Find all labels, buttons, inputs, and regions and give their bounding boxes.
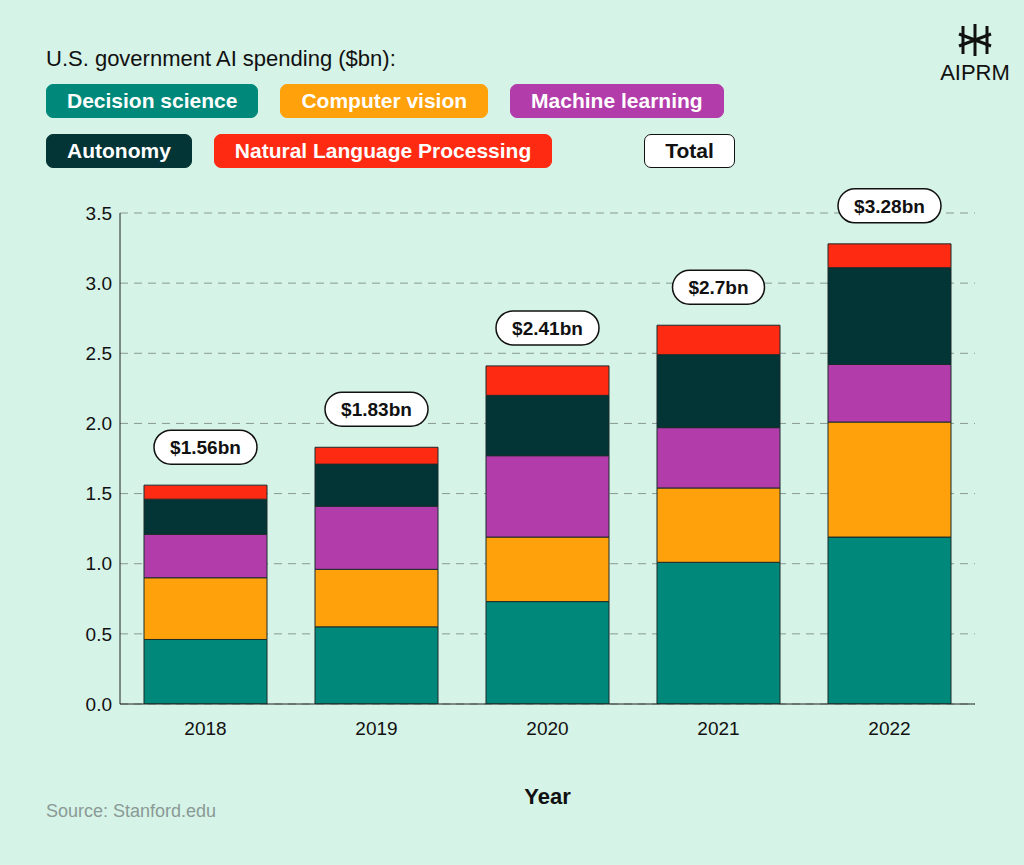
svg-text:$3.28bn: $3.28bn bbox=[854, 196, 925, 217]
svg-text:1.5: 1.5 bbox=[86, 483, 112, 504]
svg-text:3.0: 3.0 bbox=[86, 273, 112, 294]
svg-text:2020: 2020 bbox=[526, 718, 568, 739]
svg-text:0.0: 0.0 bbox=[86, 694, 112, 715]
svg-text:3.5: 3.5 bbox=[86, 203, 112, 224]
html-text:U.S. government AI spending ($: U.S. government AI spending ($bn): bbox=[46, 46, 396, 71]
svg-text:2019: 2019 bbox=[355, 718, 397, 739]
html-text:Source: Stanford.edu: Source: Stanford.edu bbox=[46, 801, 217, 821]
svg-text:1.0: 1.0 bbox=[86, 553, 112, 574]
svg-text:0.5: 0.5 bbox=[86, 624, 112, 645]
html-text:Machine learning: Machine learning bbox=[531, 89, 703, 112]
svg-text:$2.7bn: $2.7bn bbox=[688, 277, 748, 298]
html-text:Decision science: Decision science bbox=[67, 89, 238, 112]
svg-text:2021: 2021 bbox=[697, 718, 739, 739]
html-text:Total: Total bbox=[665, 139, 714, 162]
html-text:Computer vision: Computer vision bbox=[301, 89, 468, 112]
svg-text:2018: 2018 bbox=[184, 718, 226, 739]
svg-text:2022: 2022 bbox=[868, 718, 910, 739]
svg-text:2.5: 2.5 bbox=[86, 343, 112, 364]
svg-text:$1.83bn: $1.83bn bbox=[341, 399, 412, 420]
svg-text:$2.41bn: $2.41bn bbox=[512, 318, 583, 339]
html-text:AIPRM: AIPRM bbox=[940, 60, 1010, 85]
html-text:Autonomy: Autonomy bbox=[67, 139, 171, 162]
svg-text:$1.56bn: $1.56bn bbox=[170, 437, 241, 458]
html-text:Natural Language Processing: Natural Language Processing bbox=[234, 139, 532, 162]
svg-text:2.0: 2.0 bbox=[86, 413, 112, 434]
html-text:Year: Year bbox=[524, 784, 571, 809]
